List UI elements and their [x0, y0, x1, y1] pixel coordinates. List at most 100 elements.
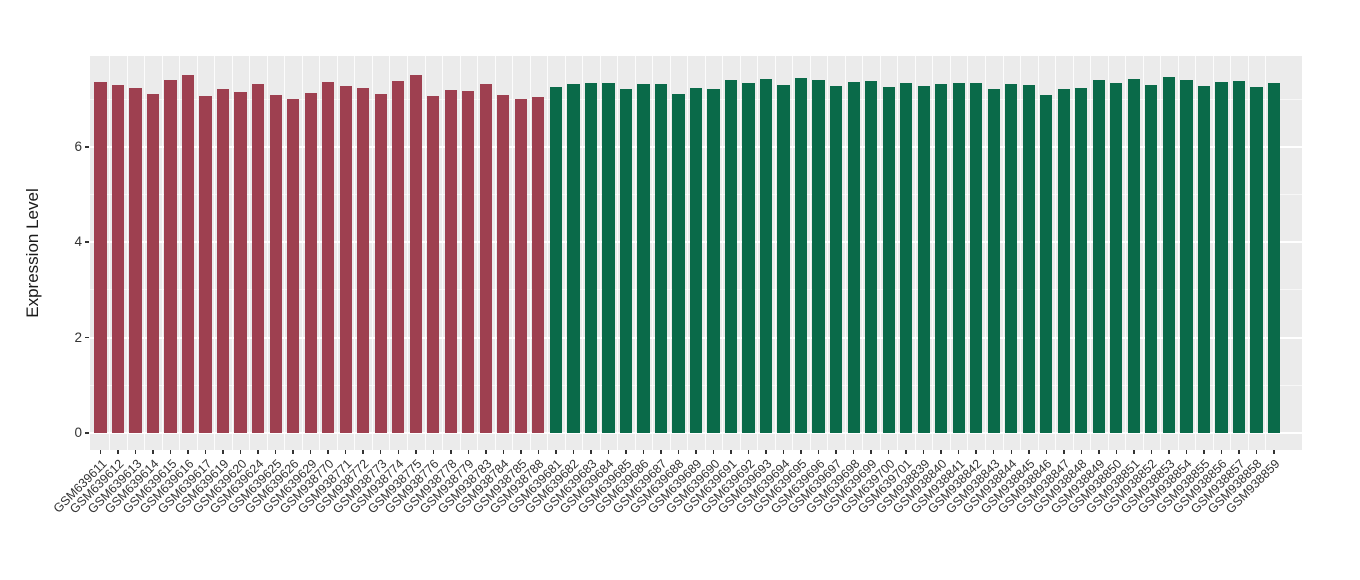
bar	[1267, 83, 1281, 433]
bar	[935, 84, 948, 433]
bar	[847, 82, 860, 433]
gridline-vertical	[214, 56, 216, 450]
bar	[724, 80, 738, 433]
bar	[1162, 77, 1175, 433]
gridline-vertical	[249, 56, 251, 450]
gridline-vertical	[407, 56, 408, 450]
gridline-vertical	[809, 56, 811, 450]
bar	[1040, 94, 1053, 433]
gridline-vertical	[231, 56, 233, 450]
gridline-vertical	[1020, 56, 1022, 450]
gridline-vertical	[669, 56, 671, 450]
x-tick-mark	[800, 450, 802, 454]
x-tick-mark	[1045, 450, 1048, 454]
x-tick-mark	[590, 450, 592, 454]
gridline-vertical	[1037, 56, 1039, 450]
bar	[444, 89, 457, 433]
x-tick-mark	[187, 450, 189, 454]
gridline-vertical	[1125, 56, 1127, 450]
bar	[1092, 80, 1105, 433]
bar	[532, 96, 545, 433]
bar	[514, 99, 527, 433]
x-tick-mark	[1255, 450, 1258, 454]
bar	[829, 85, 843, 433]
bar	[357, 88, 370, 433]
bar	[602, 82, 615, 433]
gridline-vertical	[722, 56, 724, 450]
gridline-major-horizontal	[90, 432, 1302, 434]
bar	[1075, 88, 1088, 433]
gridline-vertical	[827, 56, 829, 450]
x-tick-mark	[660, 450, 662, 454]
bar	[339, 85, 352, 433]
bar	[654, 83, 668, 433]
x-tick-mark	[870, 450, 872, 454]
y-tick-mark	[85, 146, 89, 148]
bar	[269, 94, 282, 433]
gridline-vertical	[477, 56, 479, 450]
x-tick-mark	[415, 450, 417, 454]
x-tick-mark	[99, 450, 102, 454]
gridline-vertical	[336, 56, 338, 450]
gridline-vertical	[161, 56, 163, 450]
y-tick-label: 0	[74, 425, 82, 440]
gridline-vertical	[582, 56, 584, 450]
bar	[970, 82, 983, 433]
x-tick-mark	[485, 450, 487, 454]
bar	[216, 89, 230, 433]
bar	[409, 74, 422, 433]
x-tick-mark	[1080, 450, 1083, 454]
x-tick-mark	[782, 450, 785, 454]
x-tick-mark	[432, 450, 435, 454]
x-tick-mark	[1238, 450, 1240, 454]
x-tick-mark	[467, 450, 470, 454]
bar	[164, 80, 177, 433]
gridline-vertical	[949, 56, 951, 450]
gridline-vertical	[1177, 56, 1179, 450]
bar	[1180, 80, 1193, 433]
bar	[987, 89, 1000, 433]
x-tick-mark	[1098, 450, 1100, 454]
bar	[584, 82, 598, 433]
x-tick-mark	[1168, 450, 1170, 454]
gridline-vertical	[196, 56, 198, 450]
bar	[777, 84, 790, 433]
gridline-vertical	[1107, 56, 1109, 450]
bar	[427, 95, 440, 433]
x-tick-mark	[887, 450, 890, 454]
gridline-vertical	[319, 56, 321, 450]
gridline-vertical	[1072, 56, 1074, 450]
x-tick-mark	[992, 450, 995, 454]
x-tick-mark	[940, 450, 942, 454]
gridline-vertical	[459, 56, 461, 450]
bar	[234, 91, 247, 433]
bar	[1110, 83, 1123, 433]
y-tick-mark	[85, 432, 89, 434]
x-tick-mark	[309, 450, 312, 454]
bar	[794, 78, 808, 433]
x-tick-mark	[1028, 450, 1030, 454]
gridline-vertical	[844, 56, 846, 450]
x-tick-mark	[625, 450, 627, 454]
x-tick-mark	[730, 450, 732, 454]
x-tick-mark	[1220, 450, 1223, 454]
x-tick-mark	[712, 450, 715, 454]
y-tick-mark	[85, 241, 89, 243]
y-tick-label: 2	[74, 329, 82, 345]
x-tick-mark	[450, 450, 452, 454]
x-tick-mark	[957, 450, 960, 454]
gridline-vertical	[529, 56, 531, 450]
x-tick-mark	[747, 450, 750, 454]
bar	[479, 83, 492, 433]
bar	[952, 83, 965, 433]
gridline-vertical	[424, 56, 426, 450]
x-tick-mark	[975, 450, 977, 454]
x-tick-mark	[344, 450, 347, 454]
x-tick-mark	[642, 450, 645, 454]
bar	[707, 89, 720, 433]
gridline-vertical	[687, 56, 689, 450]
gridline-vertical	[354, 56, 356, 450]
y-tick-label: 6	[74, 138, 82, 154]
bar	[129, 88, 142, 433]
bar	[1232, 81, 1246, 433]
